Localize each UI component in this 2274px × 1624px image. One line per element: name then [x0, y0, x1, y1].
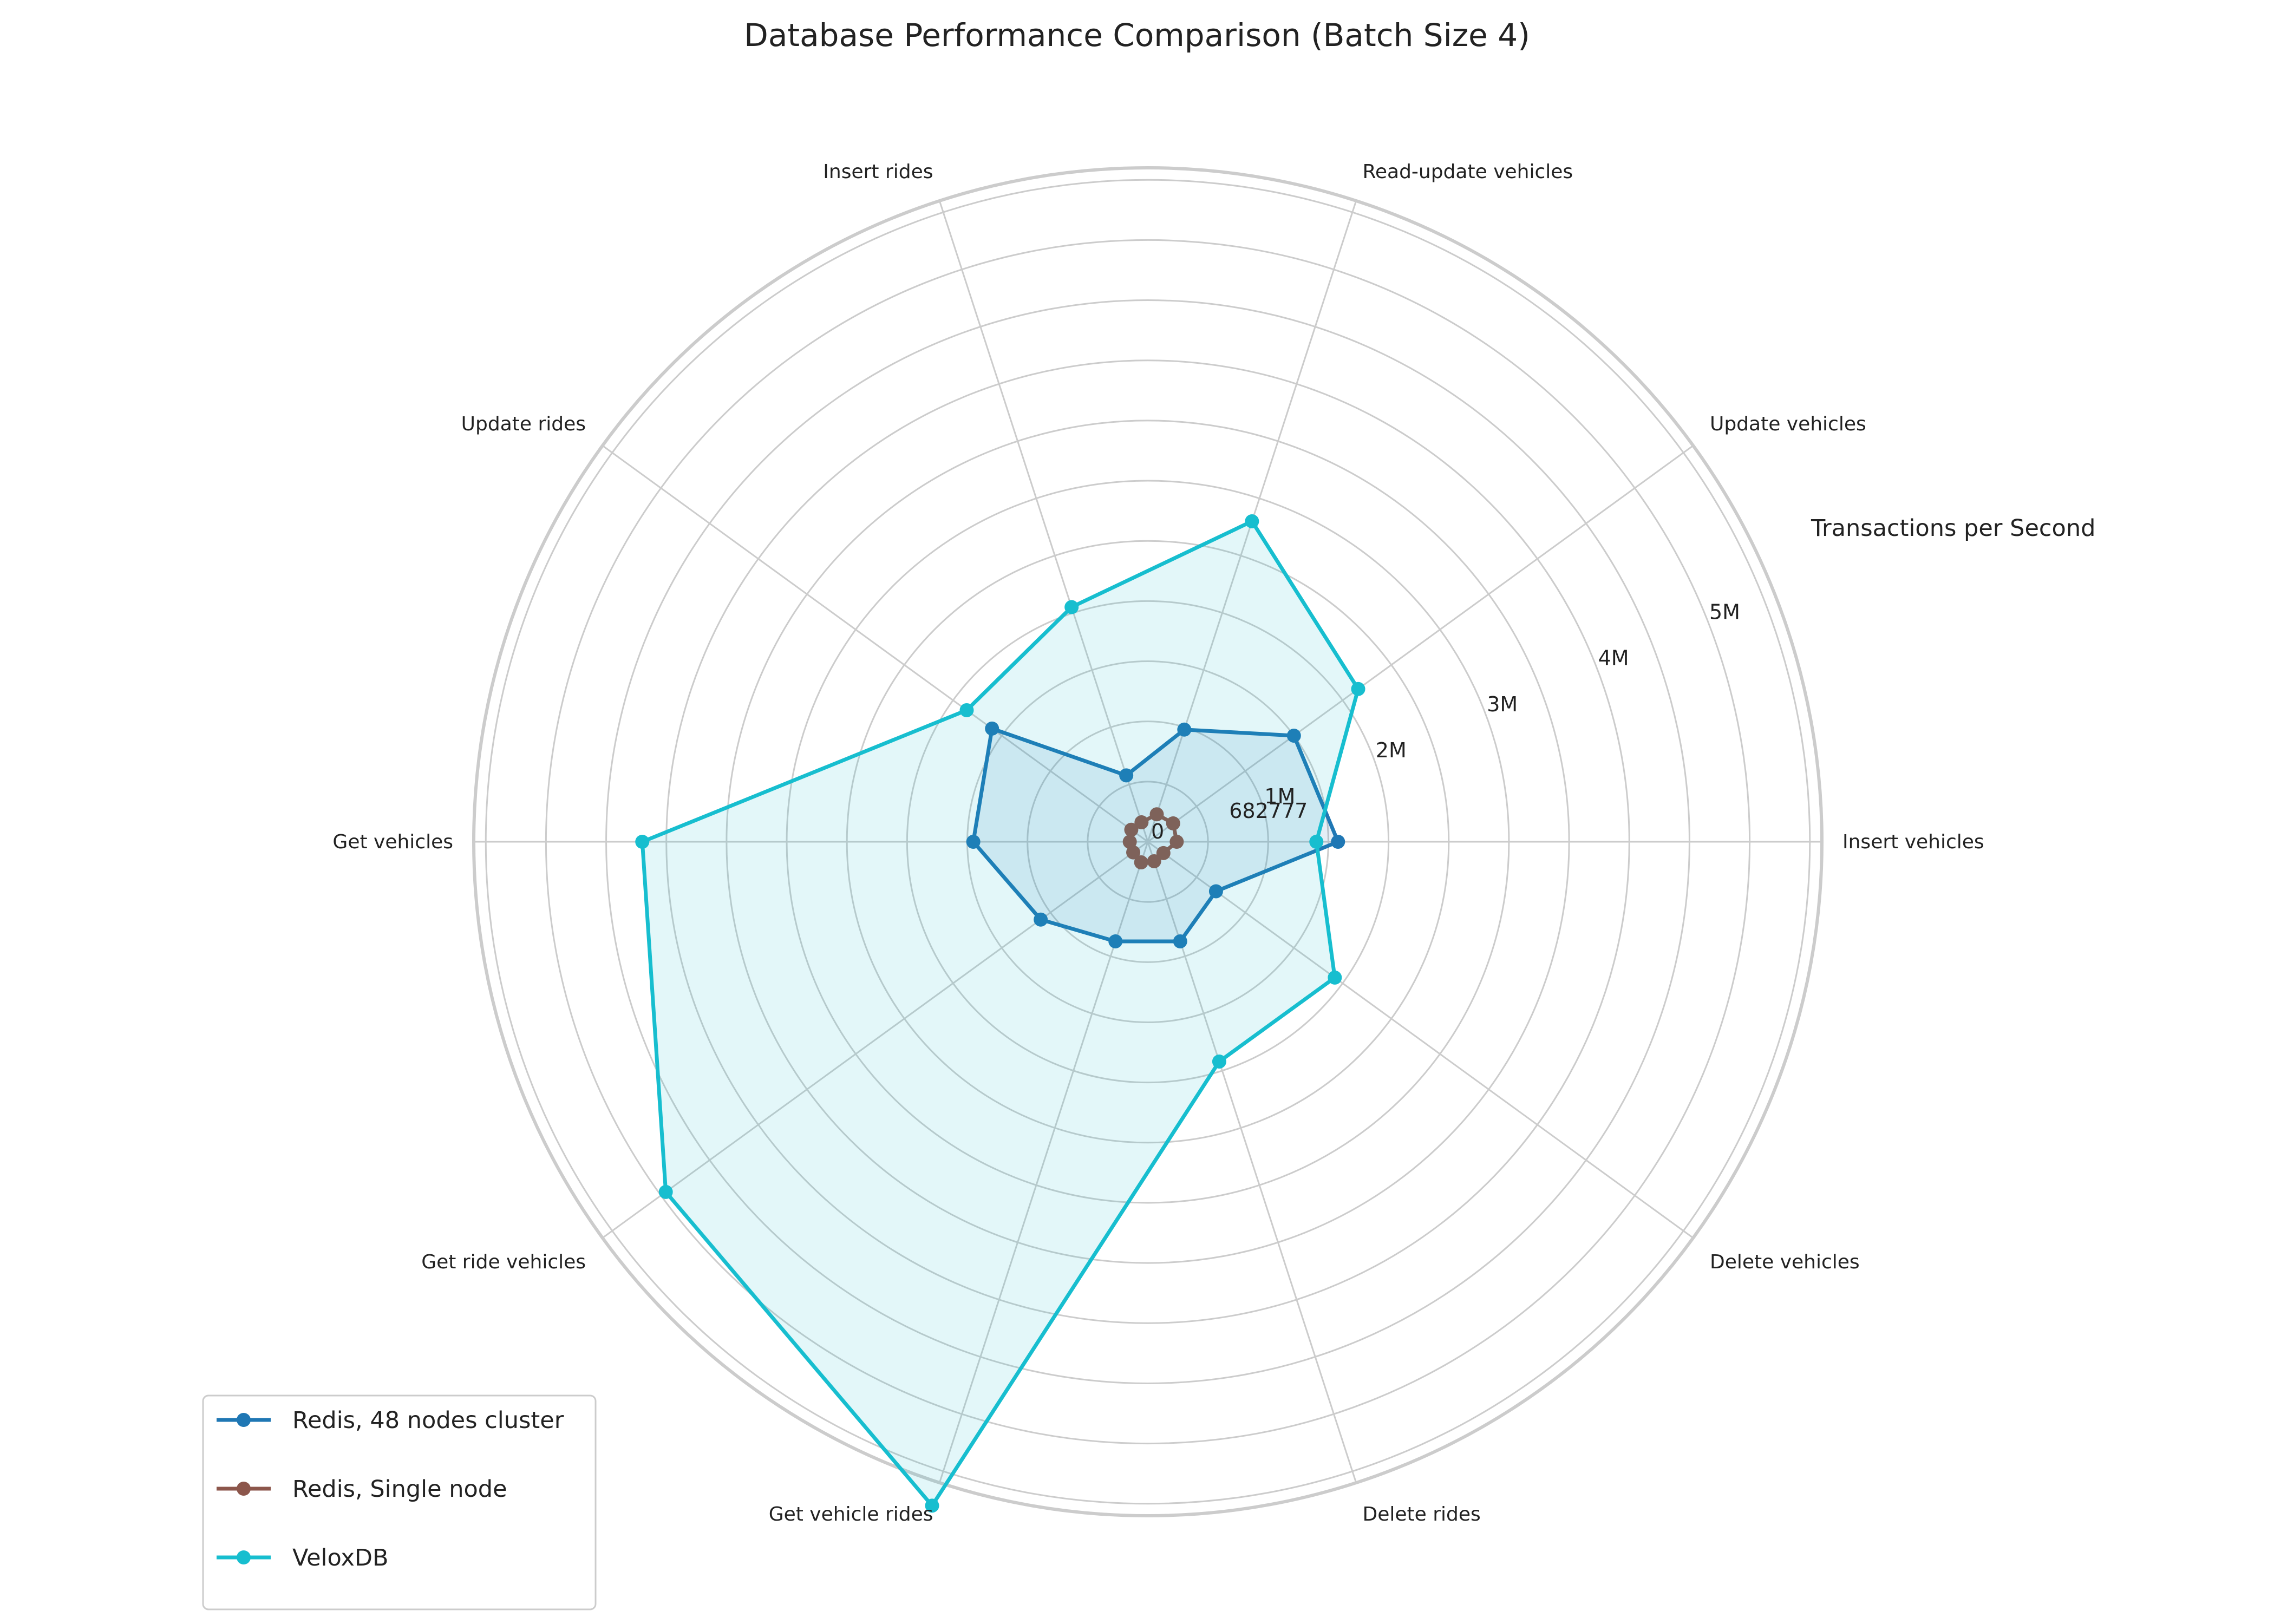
legend-marker [237, 1413, 251, 1427]
category-label: Insert rides [823, 161, 933, 183]
data-point [1149, 807, 1164, 822]
data-point [1177, 722, 1192, 737]
legend-label: Redis, 48 nodes cluster [292, 1407, 564, 1434]
data-point [1351, 682, 1365, 696]
data-point [1173, 934, 1187, 948]
data-point [1166, 816, 1180, 831]
category-label: Delete vehicles [1710, 1251, 1860, 1273]
radial-tick-label: 682777 [1229, 799, 1308, 823]
series-line [640, 519, 1361, 1509]
data-point [1309, 835, 1324, 849]
spoke-line [1147, 841, 1357, 1483]
series-layer [635, 514, 1365, 1513]
category-label: Delete rides [1362, 1503, 1480, 1525]
radial-tick-label: 3M [1487, 692, 1518, 716]
data-point [635, 835, 650, 849]
data-point [1119, 768, 1134, 783]
category-label: Read-update vehicles [1362, 161, 1573, 183]
spoke-line [602, 841, 1148, 1239]
data-point [966, 835, 981, 849]
data-point [1331, 835, 1345, 849]
category-label: Get ride vehicles [421, 1251, 586, 1273]
spoke-line [938, 200, 1149, 842]
polar-grid [472, 166, 1824, 1517]
legend-frame [202, 1394, 597, 1610]
radial-tick-label: 2M [1376, 738, 1407, 762]
legend-marker [237, 1482, 251, 1496]
category-label: Get vehicle rides [769, 1503, 933, 1525]
data-point [985, 721, 999, 736]
data-point [1147, 854, 1161, 868]
spoke-line [1147, 444, 1694, 843]
data-point [1212, 1054, 1226, 1069]
data-point [1134, 815, 1149, 830]
category-label: Get vehicles [332, 831, 453, 853]
data-point [1208, 884, 1223, 899]
radial-tick-label: 5M [1709, 600, 1740, 624]
category-label: Update vehicles [1710, 413, 1866, 435]
category-label: Update rides [461, 413, 586, 435]
data-point [1126, 845, 1141, 860]
data-point [1122, 835, 1137, 849]
data-point [1064, 600, 1079, 614]
legend-marker [237, 1550, 251, 1564]
category-label: Insert vehicles [1842, 831, 1984, 853]
spoke-line [1147, 841, 1694, 1239]
data-point [658, 1184, 673, 1199]
legend-label: Redis, Single node [292, 1476, 507, 1503]
series-group [1122, 807, 1184, 870]
legend-label: VeloxDB [292, 1544, 389, 1571]
radial-axis-label: Transactions per Second [1811, 515, 2095, 542]
spoke-line [938, 841, 1149, 1483]
radial-tick-label: 0 [1151, 820, 1164, 843]
data-point [1124, 822, 1139, 837]
data-point [1108, 934, 1123, 948]
data-point [1169, 835, 1184, 849]
radial-tick-label: 4M [1598, 646, 1629, 670]
series-group [635, 514, 1365, 1513]
radial-tick-label: 1M [1264, 784, 1295, 808]
data-point [1156, 846, 1171, 860]
legend: Redis, 48 nodes cluster Redis, Single nod… [202, 1394, 597, 1610]
data-point [1286, 728, 1301, 743]
series-group [966, 721, 1345, 948]
category-labels: Insert vehicles Update vehicles Read-updat… [332, 161, 1984, 1525]
data-point [1134, 855, 1148, 870]
data-point [1245, 514, 1259, 528]
data-point [925, 1498, 939, 1513]
data-point [1034, 912, 1048, 927]
data-point [1328, 970, 1342, 985]
spoke-line [602, 444, 1148, 843]
chart-title: Database Performance Comparison (Batch S… [744, 17, 1530, 54]
data-point [959, 703, 974, 717]
